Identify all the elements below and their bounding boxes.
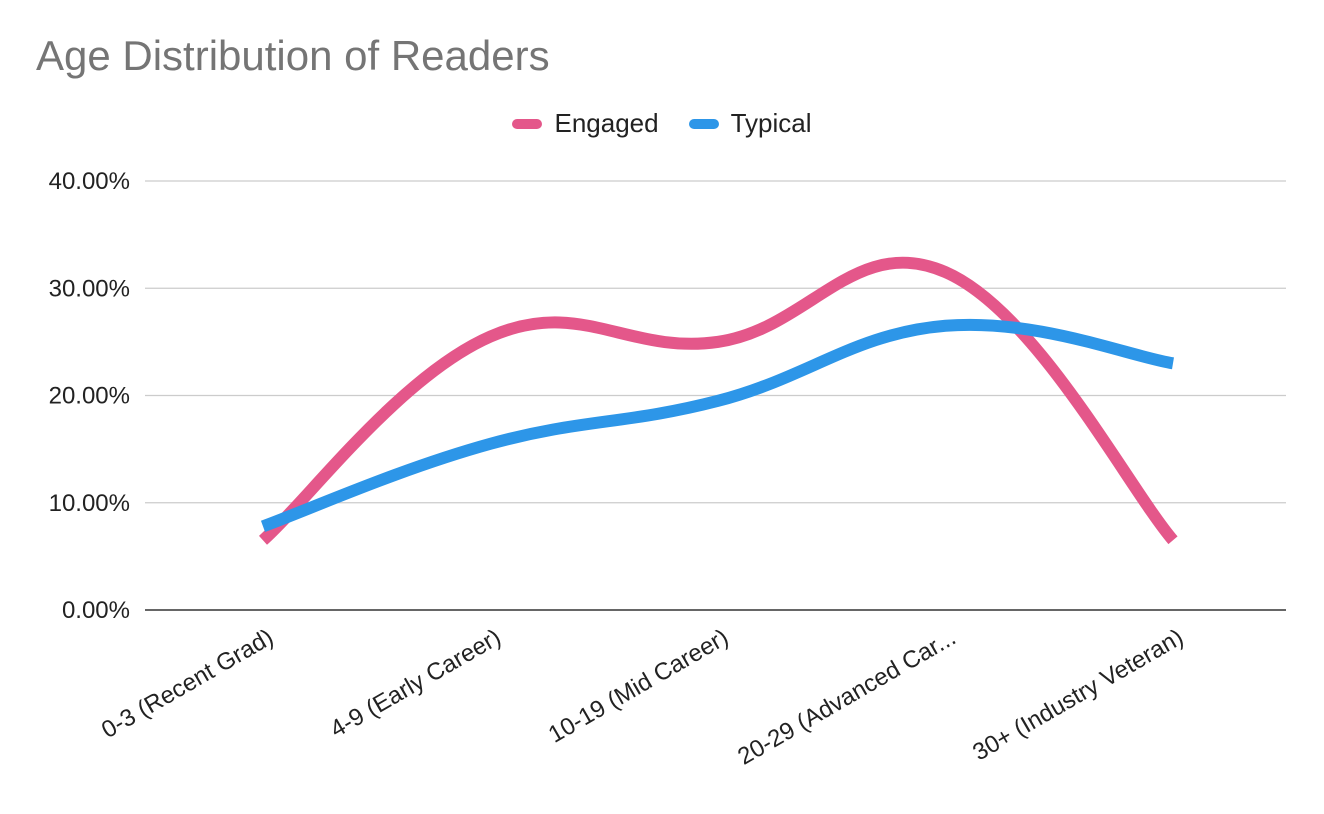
- x-tick-label: 4-9 (Early Career): [326, 624, 506, 743]
- legend-item-engaged[interactable]: Engaged: [512, 108, 659, 139]
- data-point-engaged[interactable]: [1169, 536, 1177, 544]
- data-point-typical[interactable]: [259, 522, 267, 530]
- y-tick-label: 30.00%: [49, 275, 130, 302]
- series-line-engaged[interactable]: [258, 256, 1178, 545]
- y-tick-label: 0.00%: [62, 597, 130, 624]
- legend: Engaged Typical: [0, 108, 1324, 139]
- data-point-engaged[interactable]: [259, 536, 267, 544]
- legend-swatch-typical: [688, 118, 719, 129]
- series-line-typical[interactable]: [260, 318, 1174, 532]
- y-tick-label: 10.00%: [49, 490, 130, 517]
- x-tick-label: 30+ (Industry Veteran): [968, 624, 1188, 766]
- y-tick-label: 40.00%: [49, 168, 130, 195]
- x-tick-label: 0-3 (Recent Grad): [97, 624, 278, 744]
- data-point-typical[interactable]: [942, 322, 950, 330]
- data-point-engaged[interactable]: [714, 338, 722, 346]
- data-point-engaged[interactable]: [487, 333, 495, 341]
- y-tick-label: 20.00%: [49, 383, 130, 410]
- x-tick-label: 20-29 (Advanced Car...: [733, 624, 960, 771]
- chart-title: Age Distribution of Readers: [36, 32, 550, 79]
- legend-label-typical: Typical: [730, 108, 812, 138]
- data-point-engaged[interactable]: [942, 268, 950, 276]
- x-tick-label: 10-19 (Mid Career): [544, 624, 733, 749]
- legend-swatch-engaged: [512, 118, 543, 129]
- legend-label-engaged: Engaged: [554, 108, 659, 138]
- legend-item-typical[interactable]: Typical: [688, 108, 812, 139]
- data-point-typical[interactable]: [1169, 359, 1177, 367]
- data-point-typical[interactable]: [714, 397, 722, 405]
- data-point-typical[interactable]: [487, 440, 495, 448]
